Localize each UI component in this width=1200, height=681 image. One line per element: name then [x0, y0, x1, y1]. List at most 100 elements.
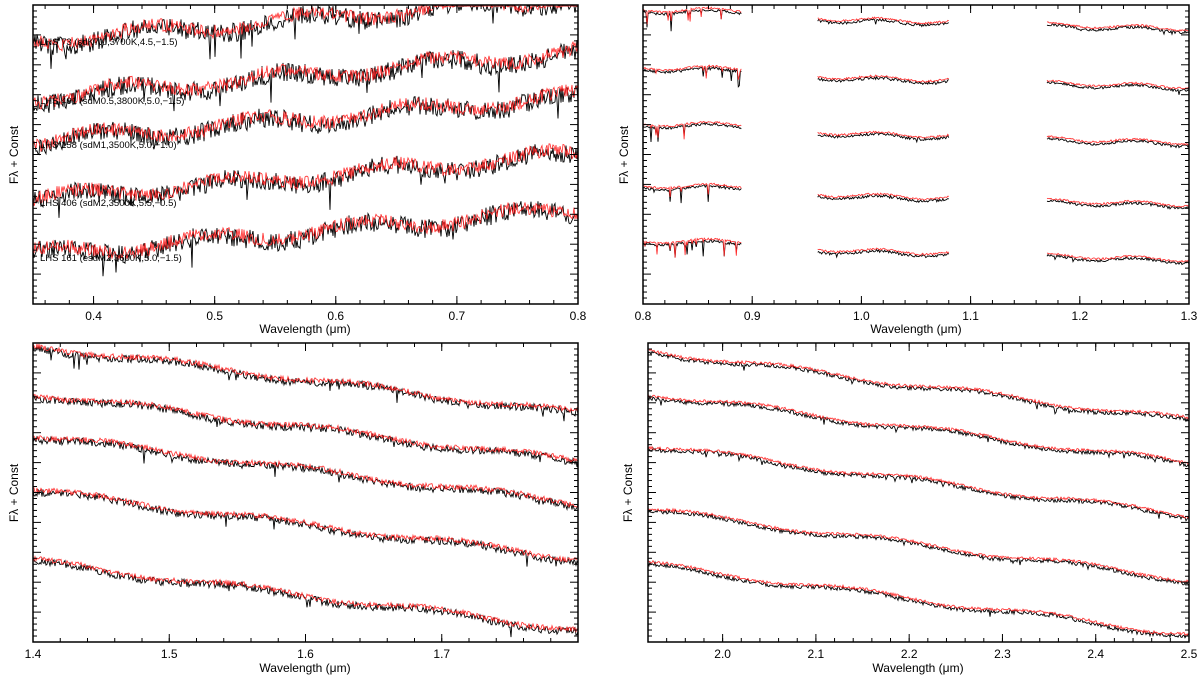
x-axis-label-optical: Wavelength (μm) [259, 322, 350, 336]
model-spectrum [642, 237, 742, 258]
observed-spectrum [642, 8, 742, 32]
model-spectrum [642, 6, 742, 25]
x-axis-label-h-band: Wavelength (μm) [259, 661, 350, 675]
x-tick-label: 2.1 [808, 647, 825, 661]
model-spectrum [1046, 197, 1190, 208]
model-spectrum [32, 143, 579, 207]
model-spectrum [1046, 21, 1190, 32]
observed-spectrum [32, 557, 579, 638]
x-tick-label: 2.3 [994, 647, 1011, 661]
x-tick-label: 1.1 [962, 309, 979, 323]
model-spectrum [1047, 252, 1190, 263]
observed-spectrum [817, 194, 949, 204]
observed-spectrum [32, 488, 579, 567]
y-axis-label-h-band: Fλ + Const [7, 463, 21, 522]
ticks-h-band: 1.4 1.5 1.6 1.7 [25, 343, 579, 661]
x-tick-label: 0.6 [327, 309, 344, 323]
model-spectrum [642, 64, 742, 80]
x-tick-label: 0.8 [635, 309, 652, 323]
annotation-lhs158: LHS 158 (sdM1,3500K,5.0,−1.0) [40, 140, 177, 151]
observed-spectrum [1046, 253, 1190, 266]
observed-spectrum [647, 560, 1190, 639]
x-tick-label: 1.3 [1181, 309, 1198, 323]
x-axis-label-near-ir-z-j: Wavelength (μm) [870, 322, 961, 336]
y-axis-label-near-ir-z-j: Fλ + Const [617, 125, 631, 184]
observed-spectrum [1046, 136, 1190, 149]
observed-spectrum [817, 248, 950, 259]
panel-h-band: 1.4 1.5 1.6 1.7 Wavelength (μm) Fλ + Const [7, 342, 579, 675]
observed-spectrum [642, 184, 742, 204]
spectra-optical [32, 4, 579, 277]
observed-spectrum [817, 131, 950, 144]
y-axis-label-optical: Fλ + Const [7, 125, 21, 184]
x-tick-label: 2.0 [714, 647, 731, 661]
annotation-lhs161: LHS 161 (esdM2,3600K,5.0,−1.5) [40, 253, 182, 264]
model-spectrum [32, 343, 579, 413]
annotations-optical: LHS 73 (sdK7.0,3700K,4.5,−1.5) LHS 401 (… [40, 37, 184, 264]
observed-spectrum [1046, 23, 1190, 36]
model-spectrum [642, 121, 742, 140]
model-spectrum [32, 393, 579, 464]
x-tick-label: 0.9 [744, 309, 761, 323]
x-tick-label: 2.2 [901, 647, 918, 661]
model-spectrum [32, 201, 579, 261]
ticks-optical: 0.4 0.5 0.6 0.7 0.8 [33, 5, 587, 323]
model-spectrum [1046, 135, 1190, 146]
annotation-lhs406: LHS 406 (sdM2,3500K,5.5,−0.5) [40, 198, 177, 209]
model-spectrum [32, 435, 579, 508]
model-spectrum [817, 16, 949, 25]
observed-spectrum [647, 508, 1190, 587]
model-spectrum [32, 555, 579, 633]
observed-spectrum [32, 144, 579, 218]
x-axis-label-k-band: Wavelength (μm) [872, 661, 963, 675]
model-spectrum [32, 487, 579, 563]
x-tick-label: 1.5 [161, 647, 178, 661]
model-spectrum [642, 182, 742, 198]
observed-spectrum [32, 343, 579, 422]
x-tick-label: 2.5 [1181, 647, 1198, 661]
model-spectrum [647, 348, 1190, 420]
annotation-lhs73: LHS 73 (sdK7.0,3700K,4.5,−1.5) [40, 37, 178, 48]
observed-spectrum [817, 17, 950, 28]
model-spectrum [647, 445, 1190, 519]
model-spectrum [647, 559, 1190, 637]
observed-spectrum [642, 65, 742, 88]
x-tick-label: 0.7 [449, 309, 466, 323]
model-spectrum [1046, 79, 1190, 90]
model-spectrum [817, 247, 950, 256]
observed-spectrum [647, 350, 1190, 423]
panel-optical: LHS 73 (sdK7.0,3700K,4.5,−1.5) LHS 401 (… [7, 4, 587, 336]
model-spectrum [32, 40, 579, 110]
observed-spectrum [647, 446, 1190, 522]
model-spectrum [817, 74, 950, 83]
x-tick-label: 1.4 [25, 647, 42, 661]
ticks-near-ir-z-j: 0.8 0.9 1.0 1.1 1.2 1.3 [635, 5, 1198, 323]
x-tick-label: 2.4 [1087, 647, 1104, 661]
x-tick-label: 0.4 [85, 309, 102, 323]
x-tick-label: 1.6 [297, 647, 314, 661]
spectra-k-band [647, 348, 1190, 639]
model-spectrum [32, 84, 579, 153]
annotation-lhs401: LHS 401 (sdM0.5,3800K,5.0,−1.5) [40, 96, 184, 107]
observed-spectrum [817, 75, 949, 86]
observed-spectrum [642, 122, 742, 143]
model-spectrum [647, 507, 1190, 584]
model-spectrum [817, 192, 949, 201]
x-tick-label: 1.0 [853, 309, 870, 323]
model-spectrum [817, 130, 950, 139]
panel-k-band: 2.0 2.1 2.2 2.3 2.4 2.5 Wavelength (μm) Fλ + … [621, 342, 1198, 675]
x-tick-label: 1.7 [433, 647, 450, 661]
x-tick-label: 1.2 [1071, 309, 1088, 323]
spectra-near-ir-z-j [642, 6, 1190, 266]
spectra-h-band [32, 343, 579, 638]
observed-spectrum [647, 394, 1190, 468]
plot-frame-near-ir-z-j [642, 4, 1190, 305]
observed-spectrum [1046, 80, 1190, 95]
y-axis-label-k-band: Fλ + Const [621, 463, 635, 522]
ticks-k-band: 2.0 2.1 2.2 2.3 2.4 2.5 [647, 343, 1198, 661]
panel-near-ir-z-j: 0.8 0.9 1.0 1.1 1.2 1.3 Wavelength (μm) Fλ + … [617, 4, 1198, 336]
model-spectrum [32, 4, 578, 52]
x-tick-label: 0.8 [570, 309, 587, 323]
model-spectrum [647, 394, 1190, 466]
